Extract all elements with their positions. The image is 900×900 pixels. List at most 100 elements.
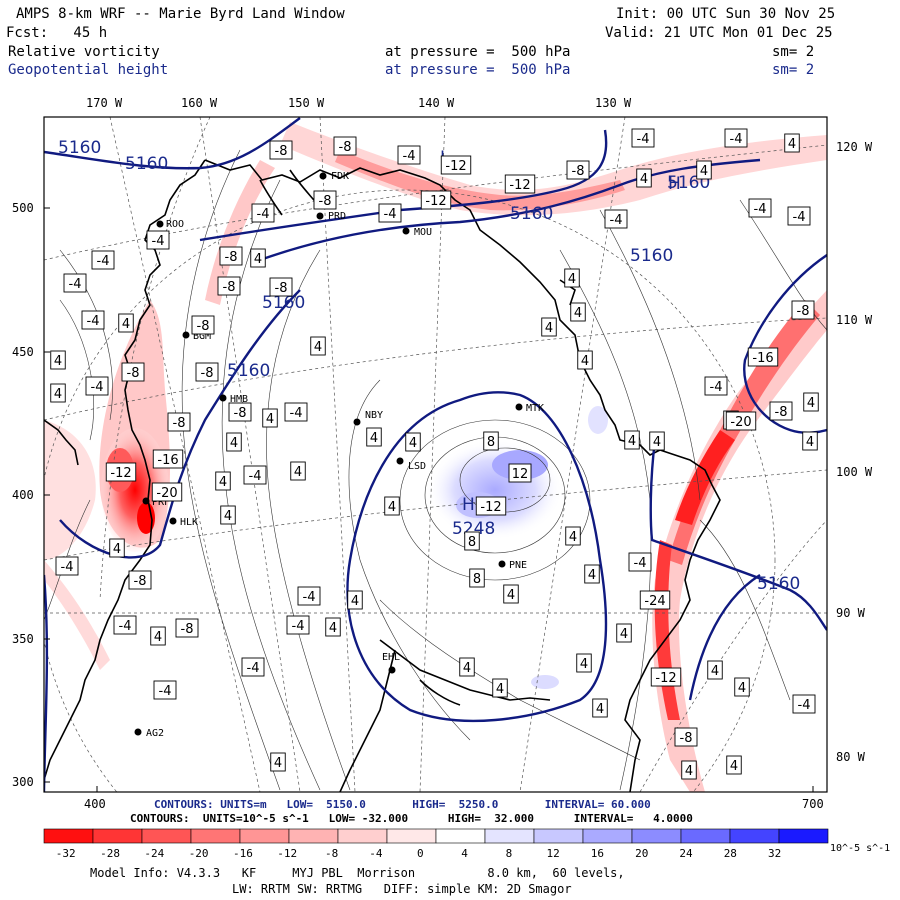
contour-label: -8 <box>234 406 247 421</box>
station-label: HLK <box>180 517 198 528</box>
left-y-label: 500 <box>12 201 34 215</box>
station-label: PRD <box>328 211 346 222</box>
contour-label-box <box>347 590 363 610</box>
contour-label-box <box>566 160 590 180</box>
contour-label-box <box>440 155 472 175</box>
colorbar-tick-label: -12 <box>277 847 298 860</box>
contour-label: 4 <box>568 272 576 287</box>
contour-label-box <box>150 626 166 646</box>
contour-label: 4 <box>628 434 636 449</box>
contour-label-box <box>725 411 757 431</box>
contour-label: 4 <box>154 630 162 645</box>
contour-label: -4 <box>257 207 270 222</box>
contour-label: 8 <box>487 435 495 450</box>
bottom-x-label: 700 <box>802 797 824 811</box>
contour-label-box <box>650 667 682 687</box>
contour-label: -20 <box>156 486 177 501</box>
left-y-label: 300 <box>12 775 34 789</box>
contour-label: -8 <box>223 280 236 295</box>
station-label: HMB <box>230 394 248 405</box>
station-label: NBY <box>365 410 383 421</box>
height-label: 5160 <box>227 361 270 381</box>
contour-label: 4 <box>507 588 515 603</box>
init-time: Init: 00 UTC Sun 30 Nov 25 <box>616 6 836 22</box>
station-label: MOU <box>414 227 432 238</box>
field1-smoothing: sm= 2 <box>772 44 815 60</box>
contour-label: -4 <box>87 314 100 329</box>
chart-title: AMPS 8-km WRF -- Marie Byrd Land Window <box>16 6 345 22</box>
contour-label-box <box>152 449 184 469</box>
contour-label-box <box>50 350 66 370</box>
contour-label: -4 <box>384 207 397 222</box>
contour-label: -8 <box>775 405 788 420</box>
contour-label: 4 <box>113 542 121 557</box>
contour-label-box <box>121 362 145 382</box>
contour-label: -4 <box>303 590 316 605</box>
contour-label-box <box>791 300 815 320</box>
colorbar-tick-label: 16 <box>590 847 605 860</box>
contour-label: 12 <box>512 467 529 482</box>
contour-label: -4 <box>69 277 82 292</box>
contour-label-box <box>219 246 243 266</box>
contour-label: 4 <box>54 387 62 402</box>
height-label: 5160 <box>58 138 101 158</box>
contour-label: 4 <box>351 594 359 609</box>
frame-ticks <box>44 207 814 792</box>
contour-label-box <box>649 431 665 451</box>
height-label: 5248 <box>452 519 495 539</box>
contour-label: -8 <box>319 194 332 209</box>
contour-label: -8 <box>173 416 186 431</box>
station-label: FDK <box>331 171 349 182</box>
contour-label: -8 <box>275 144 288 159</box>
colorbar-tick-label: 24 <box>679 847 693 860</box>
contour-label-box <box>802 431 818 451</box>
contour-label-box <box>228 402 252 422</box>
colorbar-cell <box>435 828 486 844</box>
left-y-label: 400 <box>12 488 34 502</box>
contour-label: 4 <box>266 412 274 427</box>
contour-label-box <box>724 128 748 148</box>
contour-label-box <box>459 657 475 677</box>
contour-label-box <box>226 432 242 452</box>
contour-label-box <box>146 230 170 250</box>
colorbar-tick-label: -28 <box>100 847 120 860</box>
colorbar-cell <box>239 828 290 844</box>
height-label: 5160 <box>510 204 553 224</box>
contour-label: 4 <box>807 396 815 411</box>
field1-level: at pressure = 500 hPa <box>385 44 571 60</box>
contour-label-box <box>577 350 593 370</box>
contour-label: -8 <box>127 366 140 381</box>
contour-label-box <box>397 145 421 165</box>
contour-label: -12 <box>509 178 530 193</box>
contour-label-box <box>792 694 816 714</box>
field1-name: Relative vorticity <box>8 44 160 60</box>
top-lon-label: 140 W <box>418 96 455 110</box>
contour-label: 4 <box>545 321 553 336</box>
contour-label-box <box>284 402 308 422</box>
colorbar-tick-label: -4 <box>369 847 383 860</box>
colorbar-cell <box>386 828 437 844</box>
contour-label-box <box>85 376 109 396</box>
contour-label: -16 <box>752 351 773 366</box>
contour-label: -4 <box>730 132 743 147</box>
contour-label: -20 <box>730 415 751 430</box>
contour-label-box <box>604 209 628 229</box>
contour-label-box <box>681 760 697 780</box>
contour-label-box <box>313 190 337 210</box>
contour-label: -4 <box>91 380 104 395</box>
colorbar-tick-label: -8 <box>325 847 339 860</box>
height-label: 5160 <box>125 154 168 174</box>
contour-label: 4 <box>700 164 708 179</box>
contour-label: 4 <box>463 661 471 676</box>
contour-label-box <box>570 302 586 322</box>
contour-label: 4 <box>653 435 661 450</box>
contour-label: -4 <box>292 619 305 634</box>
contour-label-box <box>195 362 219 382</box>
contour-label-box <box>747 347 779 367</box>
height-contour-info: CONTOURS: UNITS=m LOW= 5150.0 HIGH= 5250… <box>154 798 651 811</box>
colorbar-tick-label: 28 <box>723 847 737 860</box>
field2-level: at pressure = 500 hPa <box>385 62 571 78</box>
contour-label: 8 <box>468 535 476 550</box>
contour-label-box <box>636 168 652 188</box>
contour-label: -8 <box>572 164 585 179</box>
